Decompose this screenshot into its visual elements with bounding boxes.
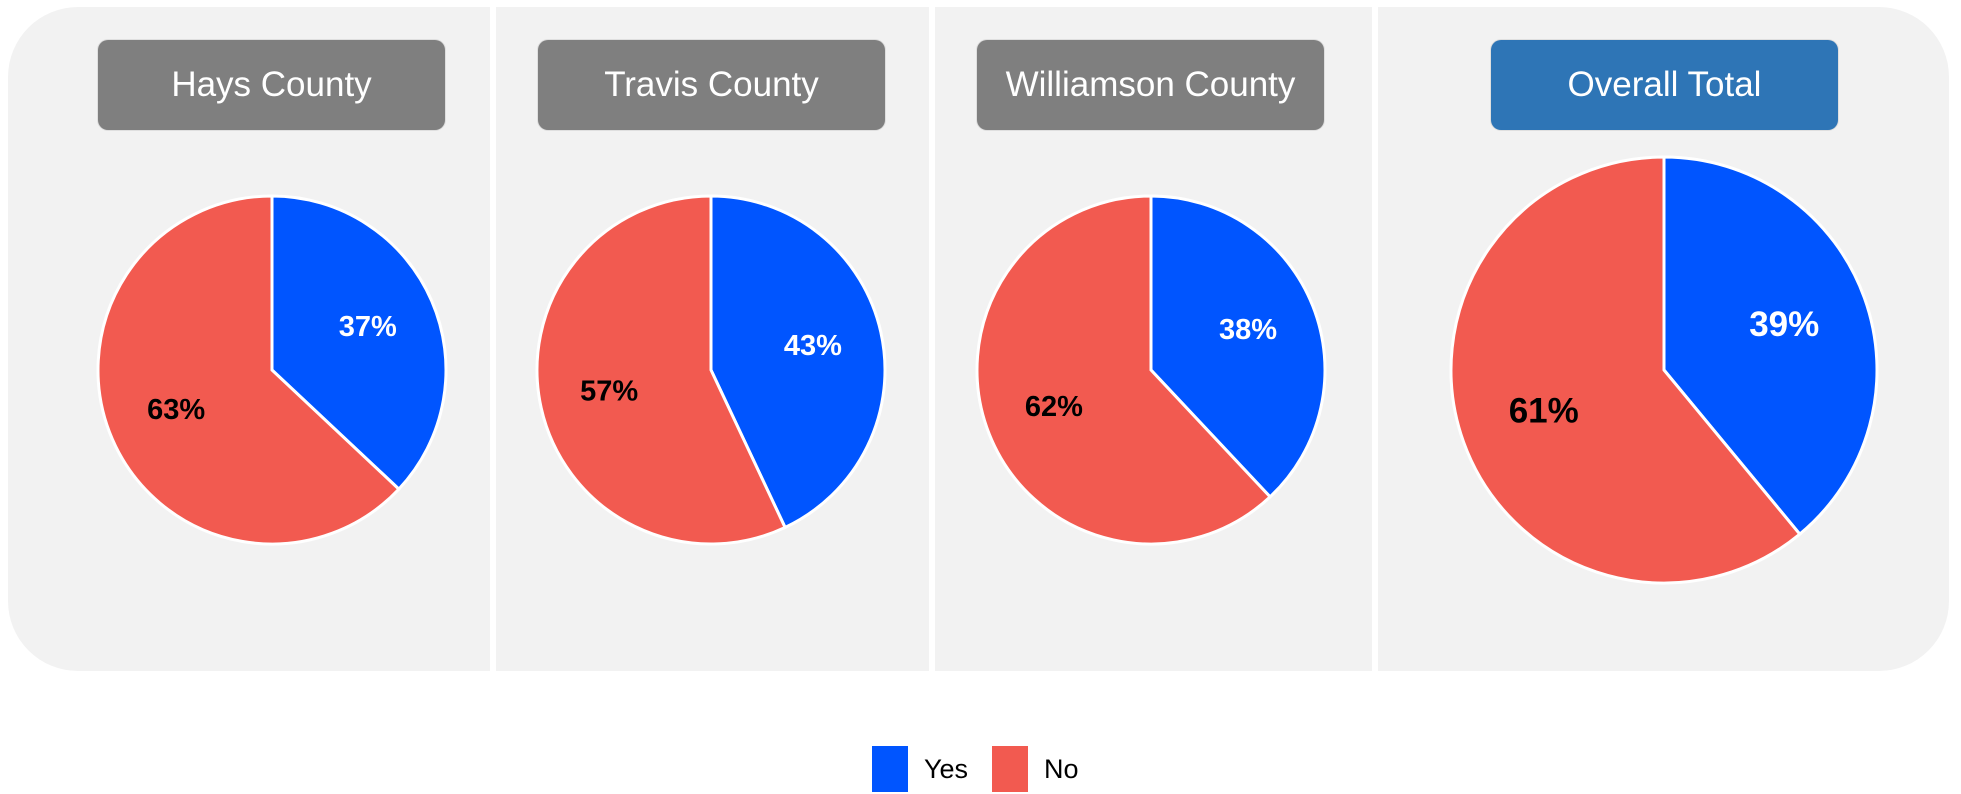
legend-label-no: No <box>1044 753 1079 784</box>
pie-slice-williamson-no <box>975 194 1273 546</box>
pie-slice-overall-yes <box>1662 155 1879 537</box>
pie-slice-williamson-yes <box>1149 194 1327 499</box>
pie-slice-hays-no <box>96 194 401 546</box>
legend-label-yes: Yes <box>924 753 969 784</box>
legend-item-yes: Yes <box>872 746 968 792</box>
data-label-overall-no: 61% <box>1509 392 1579 431</box>
data-label-hays-no: 63% <box>147 394 205 426</box>
pie-slice-travis-no <box>535 194 788 546</box>
overall-total-header: Overall Total <box>1491 40 1838 130</box>
data-label-travis-no: 57% <box>580 375 638 407</box>
legend-swatch-no <box>992 746 1029 792</box>
pie-slice-overall-no <box>1449 155 1802 585</box>
hays-county-header: Hays County <box>98 40 445 130</box>
legend-swatch-yes <box>872 746 908 792</box>
data-label-hays-yes: 37% <box>339 311 397 343</box>
williamson-county-header: Williamson County <box>977 40 1324 130</box>
data-label-overall-yes: 39% <box>1749 305 1819 344</box>
pie-slice-travis-yes <box>709 194 887 530</box>
panel-divider <box>1372 7 1378 671</box>
data-label-williamson-yes: 38% <box>1219 314 1277 346</box>
panel-divider <box>490 7 496 671</box>
panel-divider <box>929 7 935 671</box>
legend: Yes No <box>872 746 1103 792</box>
travis-county-header: Travis County <box>538 40 885 130</box>
data-label-travis-yes: 43% <box>784 330 842 362</box>
pie-slice-hays-yes <box>270 194 448 492</box>
legend-item-no: No <box>992 746 1079 792</box>
data-label-williamson-no: 62% <box>1025 391 1083 423</box>
